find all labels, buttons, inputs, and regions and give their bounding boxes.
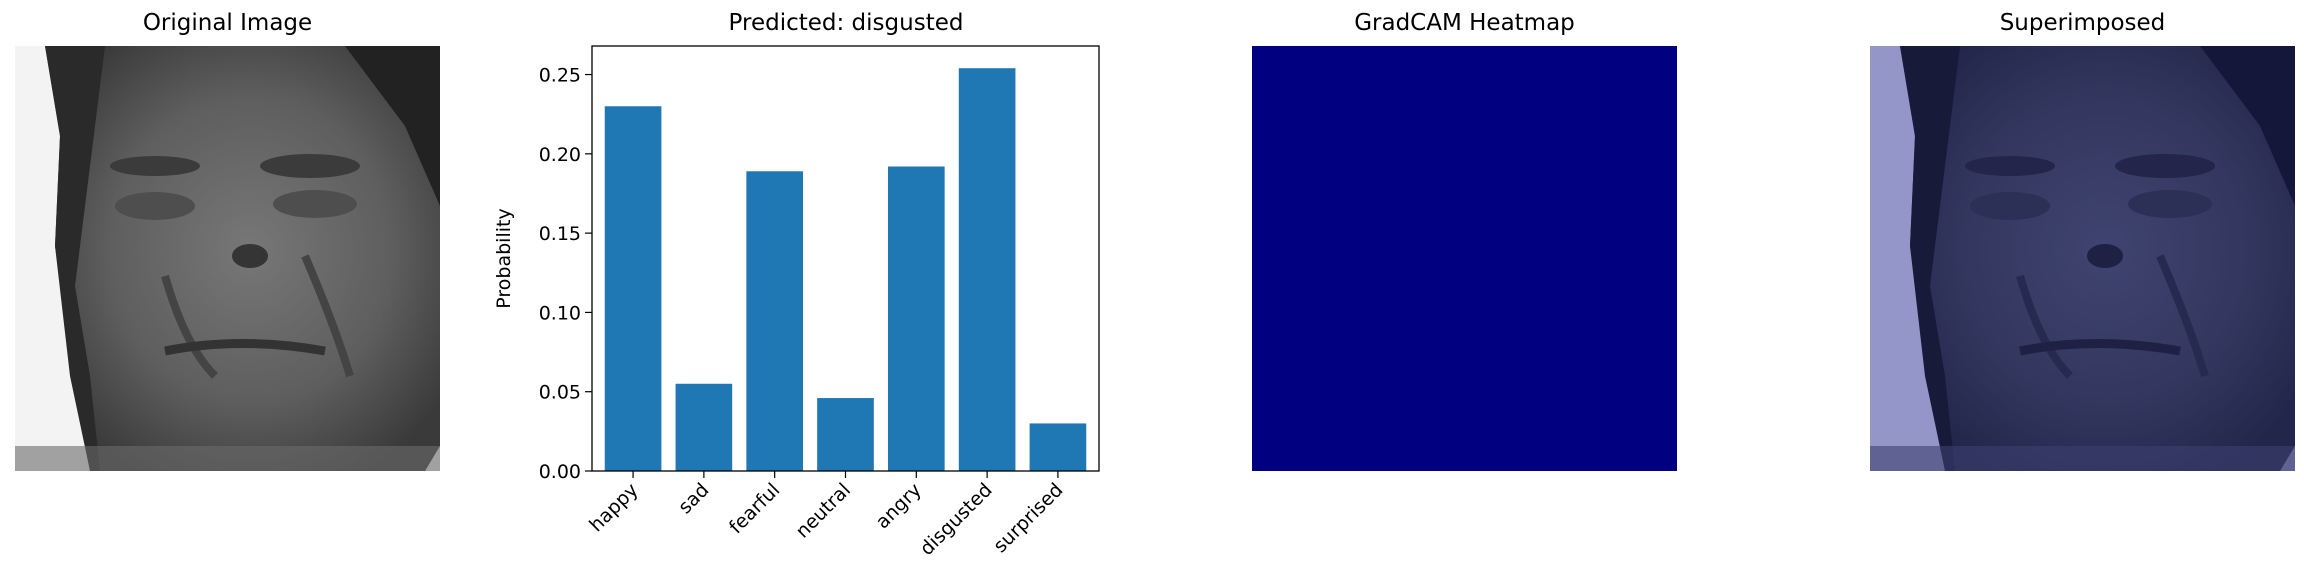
- heatmap-title: GradCAM Heatmap: [1354, 10, 1575, 36]
- bar-disgusted: [958, 68, 1016, 472]
- y-tick-label: 0.25: [539, 65, 581, 87]
- superimposed-title: Superimposed: [1999, 10, 2166, 36]
- bar-neutral: [817, 398, 874, 471]
- probability-bar-chart: 0.00 0.05 0.10 0.15 0.20 0.25 happy sad fearful…: [493, 45, 1100, 560]
- original-face-image: [15, 46, 440, 471]
- x-tick-label-disgusted: disgusted: [916, 479, 997, 560]
- chart-title: Predicted: disgusted: [728, 10, 964, 36]
- y-tick-label: 0.20: [539, 144, 581, 166]
- superimposed-image: [1870, 46, 2295, 471]
- x-tick-label-angry: angry: [872, 479, 926, 533]
- bar-surprised: [1029, 423, 1087, 471]
- bar-happy: [604, 106, 662, 471]
- y-tick-label: 0.00: [539, 461, 581, 483]
- original-image-title: Original Image: [142, 10, 313, 36]
- x-tick-label-fearful: fearful: [725, 479, 784, 538]
- y-tick-label: 0.15: [539, 223, 581, 245]
- y-tick-label: 0.05: [539, 382, 581, 404]
- x-tick-label-happy: happy: [585, 479, 642, 536]
- y-axis-label: Probability: [493, 208, 515, 308]
- bar-fearful: [746, 171, 804, 471]
- x-tick-label-sad: sad: [674, 479, 713, 518]
- bar-angry: [887, 166, 945, 471]
- x-tick-label-surprised: surprised: [989, 479, 1067, 557]
- gradcam-heatmap: [1252, 46, 1677, 471]
- y-tick-label: 0.10: [539, 302, 581, 324]
- x-tick-label-neutral: neutral: [791, 479, 855, 543]
- bar-sad: [675, 383, 733, 471]
